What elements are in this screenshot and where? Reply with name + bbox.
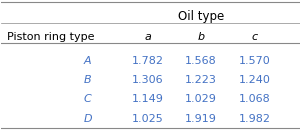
Text: a: a [144,32,151,42]
Text: 1.982: 1.982 [239,114,271,124]
Text: 1.570: 1.570 [239,56,271,66]
Text: 1.068: 1.068 [239,94,271,104]
Text: B: B [84,75,92,85]
Text: c: c [252,32,258,42]
Text: Piston ring type: Piston ring type [7,32,95,42]
Text: 1.025: 1.025 [132,114,163,124]
Text: 1.919: 1.919 [185,114,217,124]
Text: D: D [84,114,92,124]
Text: b: b [198,32,205,42]
Text: C: C [84,94,92,104]
Text: 1.223: 1.223 [185,75,217,85]
Text: 1.568: 1.568 [185,56,217,66]
Text: 1.306: 1.306 [132,75,163,85]
Text: 1.782: 1.782 [132,56,163,66]
Text: A: A [84,56,92,66]
Text: Oil type: Oil type [178,10,224,23]
Text: 1.149: 1.149 [132,94,163,104]
Text: 1.029: 1.029 [185,94,217,104]
Text: 1.240: 1.240 [239,75,271,85]
